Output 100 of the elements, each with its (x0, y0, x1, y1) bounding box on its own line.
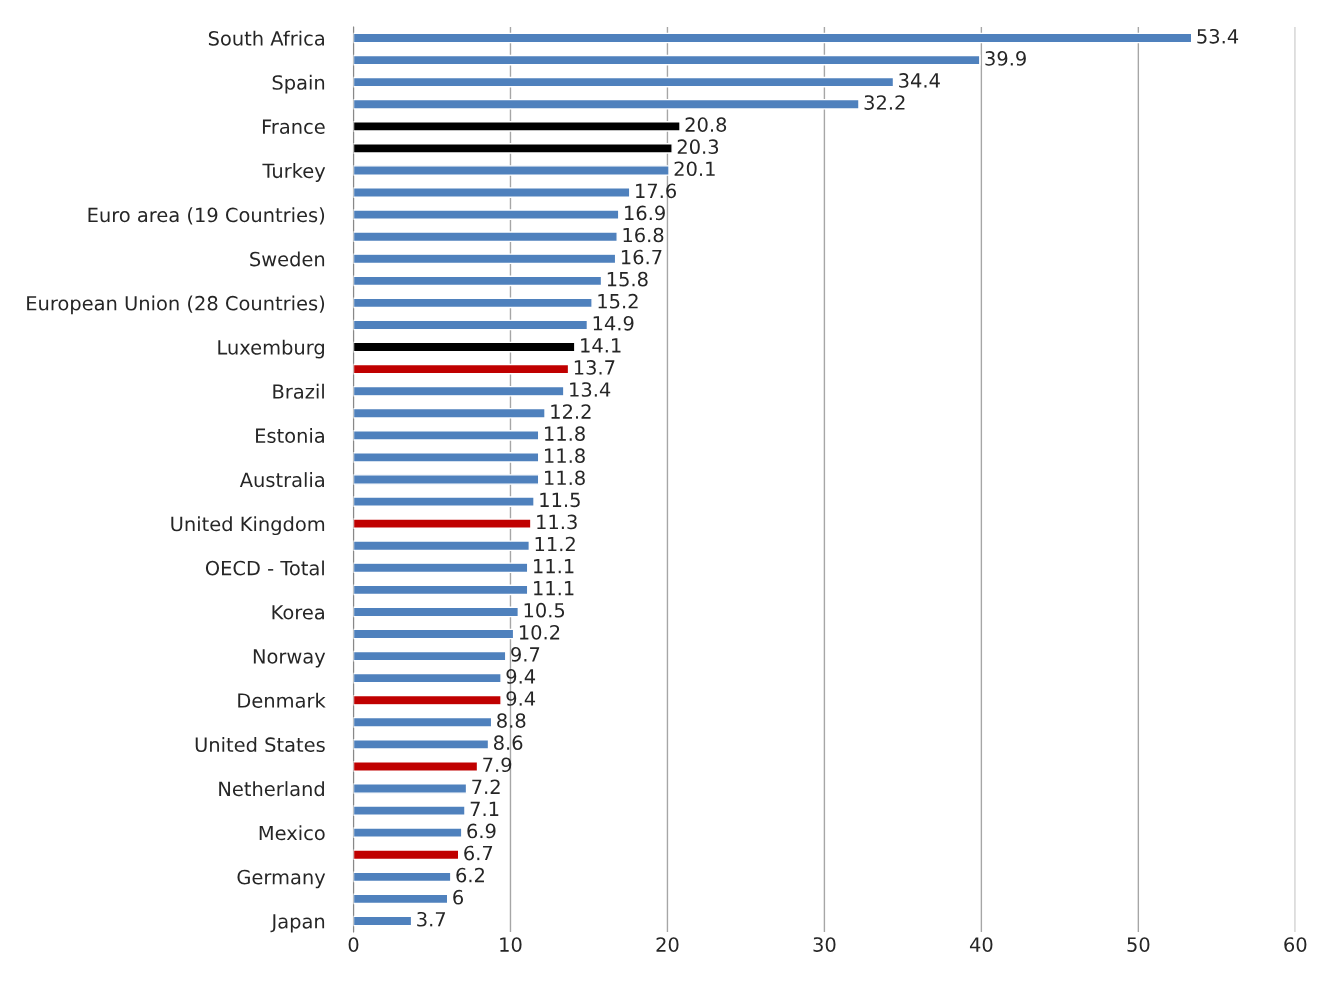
data-label: 32.2 (864, 95, 905, 110)
bar (353, 54, 981, 66)
bar (353, 253, 617, 265)
y-tick-label: Sweden (250, 251, 325, 267)
y-tick-label: Euro area (19 Countries) (88, 207, 325, 225)
y-tick-label: Korea (272, 605, 324, 620)
bar (353, 562, 529, 574)
x-tick-label: 30 (813, 937, 836, 952)
bar (353, 849, 460, 861)
data-label: 16.7 (621, 249, 662, 265)
data-label: 8.8 (497, 713, 526, 728)
bar (353, 496, 535, 507)
bar (353, 341, 576, 353)
x-tick-label: 10 (500, 937, 522, 952)
bar (353, 915, 413, 927)
y-tick-label: Turkey (262, 163, 326, 182)
bar (353, 650, 507, 662)
bar (353, 76, 895, 88)
y-tick-label: Netherland (219, 781, 324, 797)
data-label: 11.8 (545, 470, 585, 486)
data-label: 3.7 (417, 911, 446, 927)
data-label: 15.8 (607, 271, 648, 287)
bar (353, 275, 603, 287)
y-tick-label: Estonia (256, 427, 324, 444)
data-label: 6.9 (467, 823, 496, 839)
bar (353, 694, 502, 706)
data-label: 11.2 (535, 536, 575, 552)
y-tick-label: Brazil (273, 383, 324, 399)
data-label: 12.2 (551, 404, 591, 419)
bar (353, 827, 463, 839)
data-label: 11.8 (545, 448, 585, 464)
bar (353, 231, 618, 243)
bar (353, 739, 490, 750)
bar (353, 98, 860, 110)
bar (353, 783, 468, 794)
y-tick-label: Mexico (259, 825, 325, 841)
bar (353, 540, 531, 552)
data-label: 11.3 (537, 514, 577, 530)
data-label: 9.4 (506, 669, 536, 684)
bar (353, 893, 449, 905)
data-label: 7.2 (472, 779, 500, 794)
bar (353, 474, 540, 485)
data-label: 11.8 (545, 426, 585, 441)
y-tick-label: Germany (237, 869, 326, 889)
data-label: 14.1 (581, 338, 621, 353)
y-tick-label: Denmark (238, 692, 326, 708)
data-label: 34.4 (899, 73, 940, 88)
data-label: 17.6 (636, 183, 677, 199)
bar (353, 385, 565, 397)
bar (353, 518, 532, 529)
bar (353, 297, 593, 309)
data-label: 8.6 (493, 735, 523, 751)
y-tick-label: Norway (253, 649, 326, 668)
bar (353, 452, 540, 463)
data-label: 10.2 (519, 624, 560, 640)
data-label: 53.4 (1197, 28, 1239, 44)
x-tick-label: 20 (656, 937, 679, 952)
y-tick-label: United Kingdom (171, 516, 325, 536)
y-tick-label: United States (195, 736, 325, 753)
y-tick-label: Japan (270, 914, 325, 933)
data-label: 20.3 (677, 139, 719, 155)
data-label: 7.9 (483, 757, 512, 773)
bar (353, 120, 681, 132)
data-label: 11.1 (534, 558, 574, 574)
y-tick-label: Australia (239, 472, 324, 488)
data-label: 11.5 (540, 492, 580, 508)
data-label: 6 (453, 889, 463, 905)
y-tick-label: South Africa (208, 30, 324, 46)
data-label: 9.4 (506, 691, 536, 706)
y-tick-label: Spain (272, 74, 325, 94)
data-label: 14.9 (593, 315, 634, 331)
y-tick-label: OECD - Total (205, 560, 324, 576)
data-label: 16.8 (623, 227, 664, 243)
data-label: 20.8 (685, 117, 727, 132)
data-label: 6.2 (456, 867, 484, 883)
bar (353, 165, 670, 176)
data-label: 9.7 (511, 647, 540, 662)
data-label: 11.1 (534, 581, 574, 596)
bar (353, 716, 493, 728)
y-tick-label: Luxemburg (218, 339, 324, 359)
bar (353, 209, 620, 220)
bar (353, 363, 570, 375)
data-label: 13.7 (574, 360, 615, 375)
bar (353, 430, 540, 441)
x-tick-label: 50 (1127, 937, 1150, 952)
data-label: 10.5 (524, 602, 565, 618)
data-label: 15.2 (598, 293, 638, 309)
bar (353, 628, 515, 640)
bar (353, 32, 1193, 44)
data-label: 39.9 (985, 51, 1026, 66)
data-label: 13.4 (570, 382, 611, 397)
x-tick-label: 40 (969, 937, 993, 952)
bar (353, 606, 520, 618)
data-label: 6.7 (464, 845, 493, 861)
bar (353, 805, 466, 816)
bar (353, 319, 589, 331)
bar (353, 187, 631, 198)
bar (353, 584, 529, 596)
y-tick-label: France (262, 119, 325, 134)
bar (353, 672, 502, 684)
